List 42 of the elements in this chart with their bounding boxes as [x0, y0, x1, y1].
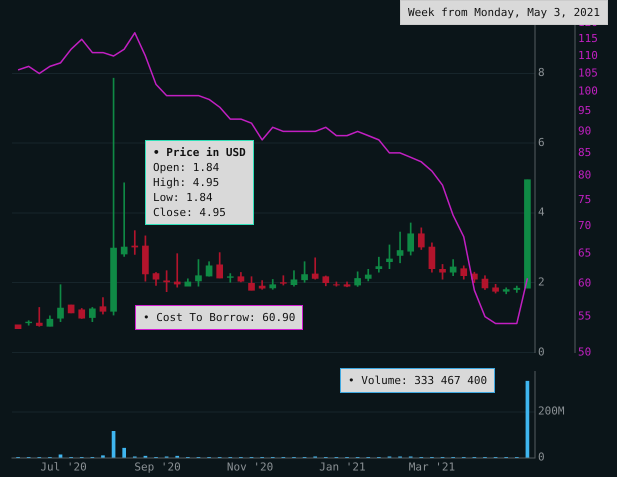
bar — [526, 380, 530, 458]
y-tick-label: 0 — [538, 345, 545, 358]
candlestick — [386, 244, 393, 269]
bar — [112, 431, 116, 458]
x-tick-label: Sep '20 — [134, 460, 181, 474]
annotation: Open: 1.84 — [153, 160, 220, 175]
y2-tick-label: 95 — [578, 104, 592, 117]
y-tick-label: 8 — [538, 66, 545, 80]
y2-tick-label: 80 — [578, 168, 592, 182]
bar — [58, 454, 62, 458]
y-tick-label: 0 — [538, 450, 545, 464]
y2-tick-label: 65 — [578, 246, 592, 260]
annotation: Week from Monday, May 3, 2021 — [408, 5, 600, 20]
y-tick-label: 2 — [538, 275, 545, 288]
annotation: • Volume: 333 467 400 — [348, 373, 488, 388]
y2-tick-label: 60 — [578, 276, 592, 290]
y2-tick-label: 50 — [578, 345, 592, 358]
y-tick-label: 6 — [538, 136, 545, 149]
annotation: Close: 4.95 — [153, 205, 227, 220]
annotation: High: 4.95 — [153, 175, 220, 190]
x-tick-label: Nov '20 — [226, 460, 274, 474]
bar — [101, 455, 105, 458]
bar — [122, 448, 126, 458]
annotation: • Cost To Borrow: 60.90 — [143, 310, 296, 325]
x-tick-label: Mar '21 — [408, 460, 456, 474]
y2-tick-label: 90 — [578, 124, 592, 138]
y2-tick-label: 55 — [578, 309, 592, 322]
x-tick-label: Jul '20 — [40, 460, 87, 474]
y2-tick-label: 70 — [578, 218, 592, 232]
annotation: Low: 1.84 — [153, 190, 214, 205]
y-tick-label: 4 — [538, 206, 545, 219]
y2-tick-label: 100 — [578, 84, 598, 98]
x-tick-label: Jan '21 — [319, 460, 366, 474]
candlestick — [195, 259, 202, 286]
y-tick-label: 200M — [538, 404, 565, 418]
y2-tick-label: 105 — [578, 66, 598, 80]
y2-tick-label: 75 — [578, 192, 592, 206]
y2-tick-label: 115 — [578, 32, 598, 46]
y2-tick-label: 85 — [578, 146, 592, 159]
annotation: • Price in USD — [153, 145, 246, 160]
y2-tick-label: 110 — [578, 48, 598, 62]
candlestick — [439, 264, 446, 280]
